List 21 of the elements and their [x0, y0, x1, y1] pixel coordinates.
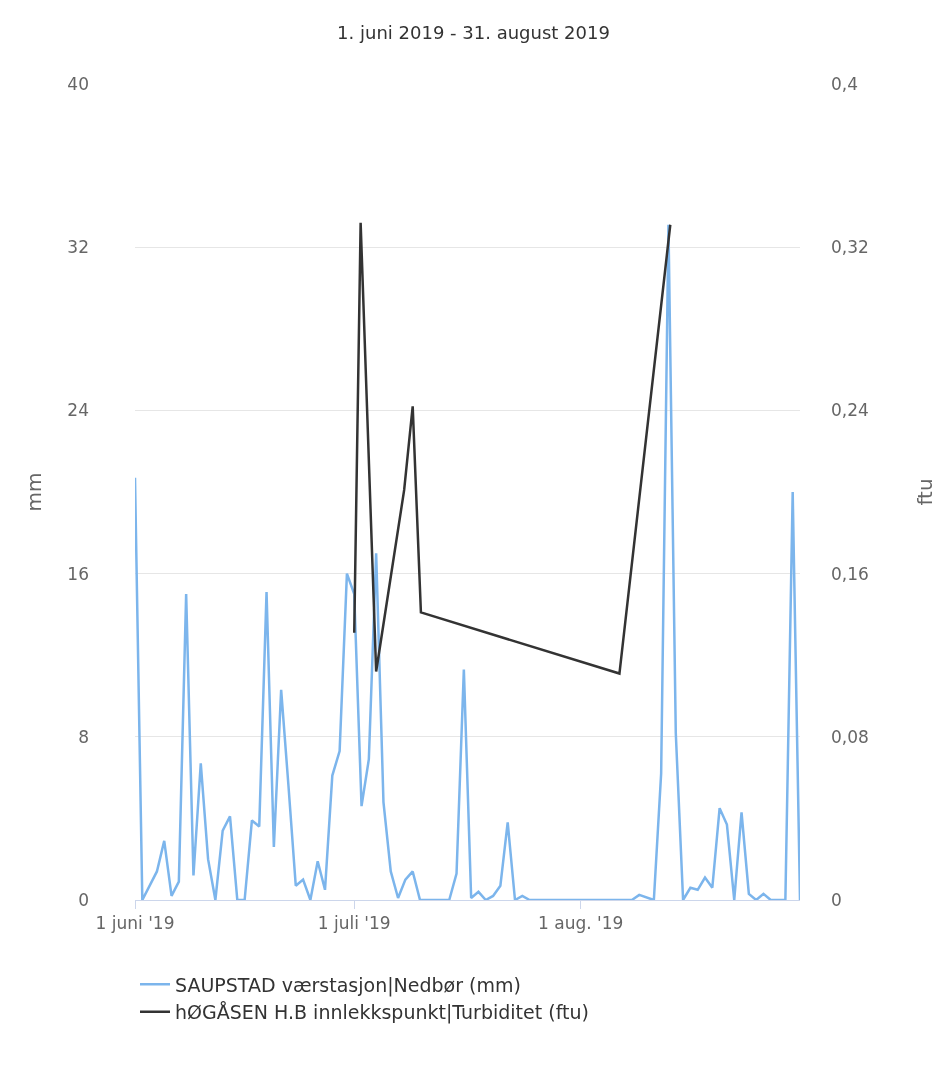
x-tick-label: 1 juli '19: [317, 913, 391, 934]
y-tick-label: 8: [78, 726, 89, 747]
y-tick-label: 32: [67, 237, 89, 258]
y-tick-label: 40: [67, 73, 89, 94]
legend-label: SAUPSTAD værstasjon|Nedbør (mm): [175, 973, 521, 997]
y2-tick-label: 0,16: [831, 563, 869, 584]
y-axis-title: mm: [21, 472, 46, 512]
x-tick-label: 1 juni '19: [95, 913, 175, 934]
y2-tick-label: 0: [831, 889, 842, 910]
chart-title: 1. juni 2019 - 31. august 2019: [337, 22, 610, 44]
y2-tick-label: 0,24: [831, 400, 869, 421]
y-tick-label: 16: [67, 563, 89, 584]
y-tick-label: 0: [78, 889, 89, 910]
y2-axis-title: ftu: [913, 478, 938, 506]
y2-tick-label: 0,08: [831, 726, 869, 747]
legend-label: hØGÅSEN H.B innlekkspunkt|Turbiditet (ftu): [175, 1001, 589, 1025]
y2-tick-label: 0,32: [831, 237, 869, 258]
y-tick-label: 24: [67, 400, 89, 421]
x-tick-label: 1 aug. '19: [538, 913, 624, 934]
y2-tick-label: 0,4: [831, 73, 859, 94]
line-series: [352, 221, 672, 675]
